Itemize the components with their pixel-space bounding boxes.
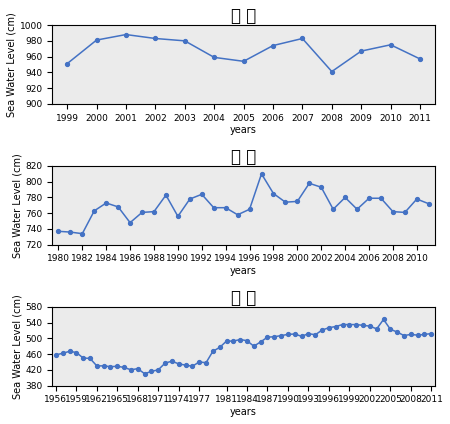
Title: 인 천: 인 천	[231, 7, 256, 25]
Title: 목 포: 목 포	[231, 289, 256, 307]
Title: 군 산: 군 산	[231, 148, 256, 166]
Y-axis label: Sea Water Level (cm): Sea Water Level (cm)	[13, 294, 22, 399]
X-axis label: years: years	[230, 407, 257, 417]
Y-axis label: Sea Water Level (cm): Sea Water Level (cm)	[7, 12, 17, 117]
Y-axis label: Sea Water Level (cm): Sea Water Level (cm)	[13, 153, 22, 258]
X-axis label: years: years	[230, 266, 257, 276]
X-axis label: years: years	[230, 126, 257, 135]
